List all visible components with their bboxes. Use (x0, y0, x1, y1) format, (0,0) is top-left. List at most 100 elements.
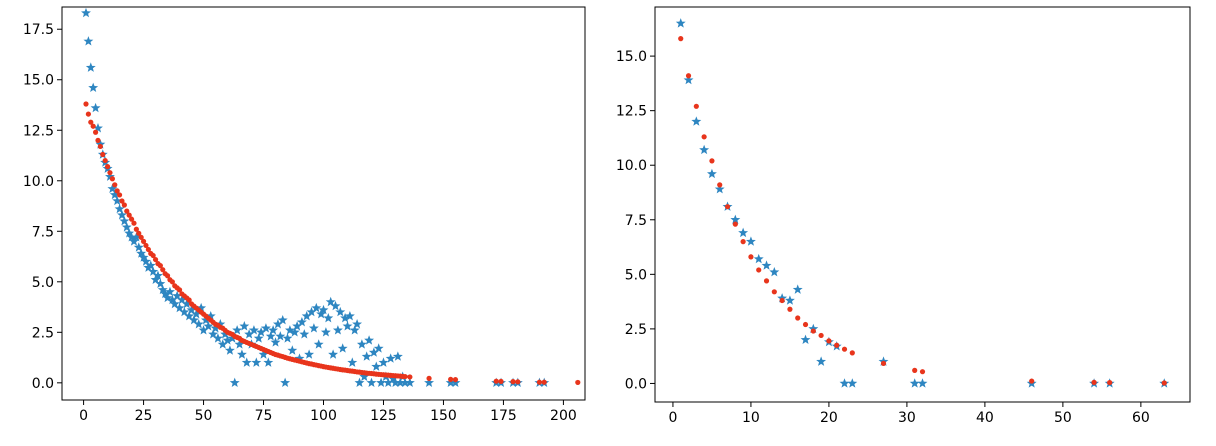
star-marker (352, 319, 363, 329)
dot-marker (169, 279, 175, 285)
star-marker (105, 171, 115, 181)
star-marker (203, 321, 214, 331)
star-marker (730, 214, 741, 224)
dot-marker (157, 263, 163, 269)
x-tick-label: 100 (310, 408, 337, 424)
x-tick-label: 25 (135, 408, 153, 424)
star-marker (691, 116, 702, 126)
dot-marker (140, 238, 147, 244)
dot-marker (919, 369, 926, 375)
star-marker (330, 300, 341, 311)
axes-frame (61, 6, 586, 401)
star-marker (88, 82, 99, 93)
star-marker (244, 329, 255, 339)
dot-marker (510, 379, 516, 385)
dot-marker (119, 198, 125, 204)
y-tick-label: 12.5 (23, 123, 54, 139)
star-marker (359, 371, 370, 381)
star-marker (153, 270, 163, 280)
star-marker (395, 377, 406, 388)
star-marker (392, 351, 403, 361)
star-marker (383, 377, 394, 388)
star-marker (356, 339, 367, 349)
dot-marker (536, 379, 543, 385)
star-marker (808, 323, 819, 334)
star-marker (138, 252, 149, 262)
dot-marker (152, 256, 159, 263)
star-marker (328, 349, 339, 359)
star-marker (239, 321, 250, 331)
x-tick-label: 30 (898, 410, 916, 426)
star-marker (296, 317, 307, 327)
y-tick-label: 5.0 (32, 275, 54, 291)
star-marker (220, 329, 231, 339)
x-tick-label: 175 (490, 408, 517, 424)
y-tick-label: 12.5 (616, 104, 647, 120)
dot-marker (1091, 379, 1097, 385)
star-marker (157, 284, 168, 295)
star-marker (212, 333, 223, 343)
star-marker (196, 302, 207, 313)
star-marker (112, 195, 123, 206)
dot-marker (493, 378, 499, 384)
star-marker (208, 329, 219, 339)
dot-marker (575, 379, 581, 386)
dot-marker (724, 204, 731, 210)
right-scatter-plot: 0 10 20 30 40 50 60 0.0 2.5 5.0 7.5 10.0 12.5 15.0 (616, 6, 1191, 426)
star-marker (143, 262, 154, 272)
star-marker (215, 319, 226, 329)
dot-marker (128, 216, 135, 222)
star-marker (201, 314, 211, 325)
star-marker (277, 314, 288, 325)
dot-marker (779, 297, 785, 304)
star-marker (366, 377, 377, 388)
dot-marker (426, 375, 432, 381)
dot-marker (85, 111, 91, 117)
dot-marker (186, 297, 192, 303)
star-marker (167, 294, 178, 305)
star-marker (145, 260, 156, 270)
star-marker (265, 331, 276, 341)
star-marker (81, 7, 91, 18)
x-tick-label: 60 (1132, 410, 1150, 426)
star-marker (287, 345, 298, 355)
dot-marker (748, 254, 754, 260)
dot-marker (407, 374, 413, 380)
star-marker (313, 339, 324, 349)
star-marker (241, 357, 252, 367)
dot-marker (693, 103, 699, 109)
star-marker (83, 36, 94, 46)
dot-marker (1029, 378, 1035, 384)
star-marker (839, 378, 850, 388)
dot-marker (802, 321, 809, 328)
star-marker (745, 236, 756, 246)
star-marker (308, 323, 319, 333)
star-marker (753, 253, 764, 264)
dot-marker (732, 221, 738, 227)
y-tick-label: 5.0 (625, 267, 647, 283)
star-marker (236, 349, 247, 359)
star-marker (191, 308, 202, 319)
star-marker (177, 294, 187, 305)
star-marker (198, 325, 209, 335)
star-marker (114, 203, 125, 214)
dot-marker (116, 192, 123, 198)
star-marker (424, 377, 435, 388)
star-marker (85, 62, 96, 72)
star-marker (354, 377, 365, 388)
star-marker (450, 377, 461, 388)
star-marker (117, 209, 127, 220)
dot-marker (107, 170, 113, 176)
dot-marker (95, 137, 101, 143)
x-tick-label: 40 (976, 410, 994, 426)
dot-marker (402, 373, 408, 380)
star-marker (251, 357, 262, 367)
star-marker (263, 357, 274, 367)
star-marker (847, 378, 858, 388)
x-tick-label: 20 (820, 410, 838, 426)
star-marker (184, 310, 195, 321)
y-tick-label: 7.5 (625, 213, 647, 229)
star-marker (189, 314, 199, 325)
star-marker (342, 321, 353, 331)
